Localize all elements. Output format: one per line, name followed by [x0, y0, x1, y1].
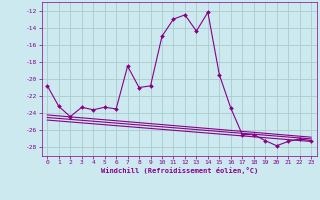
X-axis label: Windchill (Refroidissement éolien,°C): Windchill (Refroidissement éolien,°C) — [100, 167, 258, 174]
